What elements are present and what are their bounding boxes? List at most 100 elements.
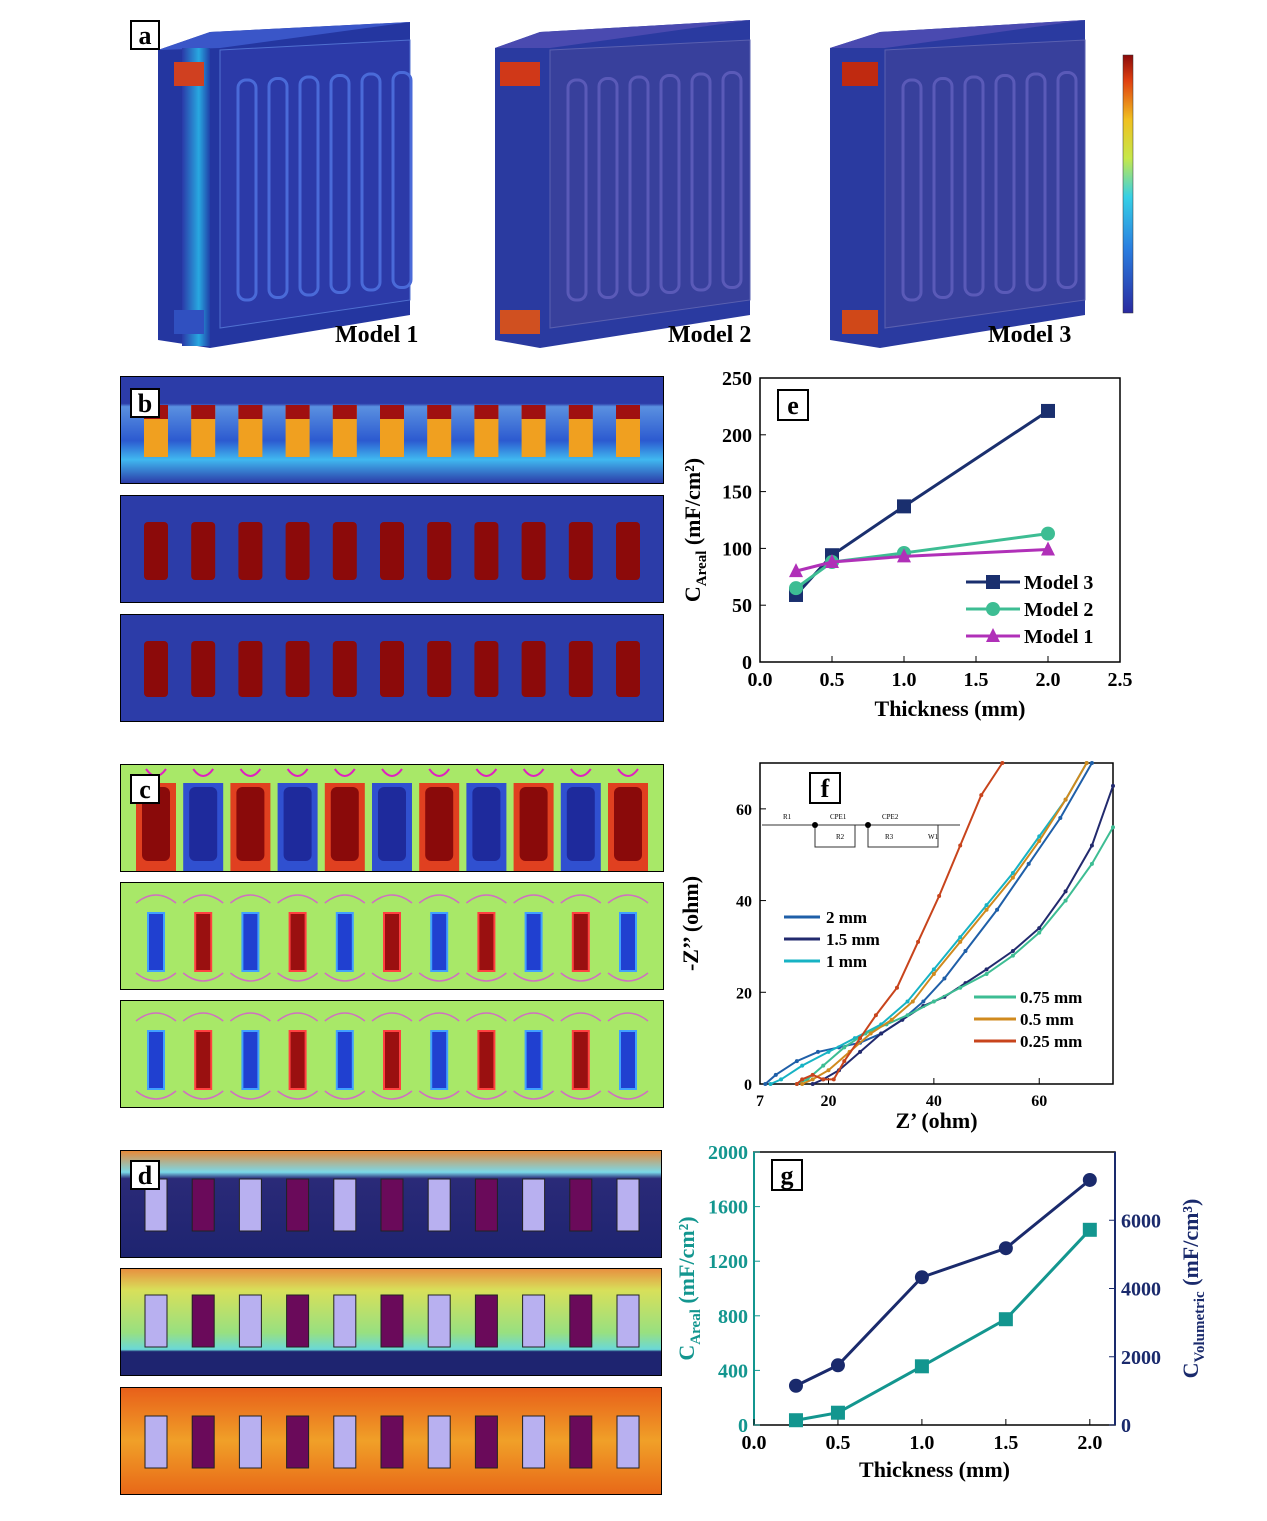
data-point xyxy=(788,1378,803,1393)
data-point xyxy=(897,548,911,563)
y-axis-title: -Z’’ (ohm) xyxy=(678,876,703,971)
panel-d-strip-1 xyxy=(120,1150,662,1258)
y-right-axis-title: CVolumetric (mF/cm³) xyxy=(1178,1199,1208,1379)
comb-finger xyxy=(267,77,289,299)
data-point xyxy=(921,999,926,1004)
chart-g: 0.0 0.5 1.0 1.5 2.0 0 400 800 1200 1600 2000 0 2000 4… xyxy=(674,1142,1208,1482)
field-line xyxy=(475,768,498,777)
field-line xyxy=(428,768,451,777)
data-point xyxy=(831,1077,836,1082)
panel-d-strip-3-pattern xyxy=(144,1415,640,1469)
electrode-finger xyxy=(189,787,218,861)
electrode-finger xyxy=(144,641,168,697)
electrode-finger xyxy=(522,1415,546,1469)
data-point xyxy=(905,1013,910,1018)
x-tick-label: 0.5 xyxy=(825,1432,850,1454)
y-tick-label: 0 xyxy=(742,652,752,674)
electrode-finger xyxy=(332,522,357,580)
field-line xyxy=(277,1012,319,1100)
electrode-top xyxy=(238,405,263,419)
data-point xyxy=(1089,761,1094,765)
legend-label: 1.5 mm xyxy=(826,930,880,949)
electrode-finger xyxy=(430,912,449,972)
data-point xyxy=(768,1082,773,1086)
data-point xyxy=(1111,783,1115,788)
model-1-render xyxy=(158,22,411,348)
data-point xyxy=(826,1068,831,1073)
comb-finger xyxy=(963,75,985,297)
electrode-finger xyxy=(378,787,406,861)
y-right-tick-label: 4000 xyxy=(1121,1279,1161,1301)
panel-b-strip-3-pattern xyxy=(144,641,640,697)
data-point xyxy=(1089,861,1094,866)
electrode-finger xyxy=(194,912,213,972)
y-left-tick-label: 2000 xyxy=(708,1142,748,1164)
electrode-finger xyxy=(568,641,593,697)
comb-finger xyxy=(628,75,650,297)
panel-c-strip-3 xyxy=(120,1000,664,1108)
data-point xyxy=(1084,761,1089,765)
data-point xyxy=(763,1082,768,1086)
electrode-finger xyxy=(522,1178,546,1232)
x-tick-label: 1.0 xyxy=(892,669,917,691)
model-3-label: Model 3 xyxy=(988,322,1072,348)
series-line xyxy=(795,1228,1091,1422)
data-point xyxy=(810,1072,815,1077)
data-point xyxy=(1037,834,1042,839)
comb-finger xyxy=(901,78,923,302)
data-point xyxy=(931,999,936,1004)
electrode-finger xyxy=(568,522,593,580)
circuit-label: CPE2 xyxy=(882,813,899,821)
electrode-finger xyxy=(144,1294,168,1348)
comb-finger xyxy=(298,75,320,297)
data-point xyxy=(779,1077,784,1082)
circuit-node xyxy=(865,822,871,828)
comb-finger xyxy=(597,77,619,299)
series-line xyxy=(795,548,1049,573)
data-point xyxy=(979,793,984,798)
data-point xyxy=(1037,926,1042,931)
electrode-finger xyxy=(569,1415,593,1469)
panel-b-label: b xyxy=(130,388,160,418)
circuit-label: CPE1 xyxy=(830,813,847,821)
circuit-node xyxy=(812,822,818,828)
chart-f: 7 20 40 60 0 20 40 60 Z’ (ohm) -Z’’ (ohm) f R1 CPE1 R… xyxy=(678,761,1115,1133)
electrode-finger xyxy=(288,1030,307,1090)
legend-label: 1 mm xyxy=(826,952,867,971)
comb-finger xyxy=(659,74,681,294)
data-point xyxy=(958,935,963,940)
comb-finger xyxy=(236,78,258,302)
data-point xyxy=(800,1082,805,1086)
x-tick-label: 2.5 xyxy=(1108,669,1133,691)
x-tick-label: 0.0 xyxy=(742,1432,767,1454)
electrode-finger xyxy=(236,787,265,861)
field-line xyxy=(381,768,403,777)
data-point xyxy=(800,1077,805,1082)
data-point xyxy=(1010,953,1015,958)
data-point xyxy=(1010,949,1015,954)
panel-d-strip-2 xyxy=(120,1268,662,1376)
legend-label: 0.25 mm xyxy=(1020,1032,1082,1051)
electrode-finger xyxy=(194,1030,213,1090)
data-point xyxy=(1037,838,1042,843)
circuit-branch xyxy=(867,824,939,848)
data-point xyxy=(995,907,1000,912)
panel-b-strip-1-pattern xyxy=(144,405,640,457)
panel-d-strip-3 xyxy=(120,1387,662,1495)
electrode-top xyxy=(332,405,357,419)
field-line xyxy=(135,894,177,982)
data-point xyxy=(789,563,803,578)
panel-d-strip-1-pattern xyxy=(144,1178,640,1232)
data-point xyxy=(1041,541,1055,556)
electrode-finger xyxy=(238,522,263,580)
electrode-finger xyxy=(383,1030,401,1090)
data-point xyxy=(858,1036,863,1041)
electrode-finger xyxy=(333,1415,357,1469)
electrode-finger xyxy=(430,1030,449,1090)
data-point xyxy=(800,1063,805,1068)
field-line xyxy=(418,1012,460,1100)
electrode-finger xyxy=(283,787,312,861)
panel-c-label: c xyxy=(130,774,160,804)
x-tick-label: 40 xyxy=(926,1093,942,1110)
electrode-finger xyxy=(333,1178,357,1232)
